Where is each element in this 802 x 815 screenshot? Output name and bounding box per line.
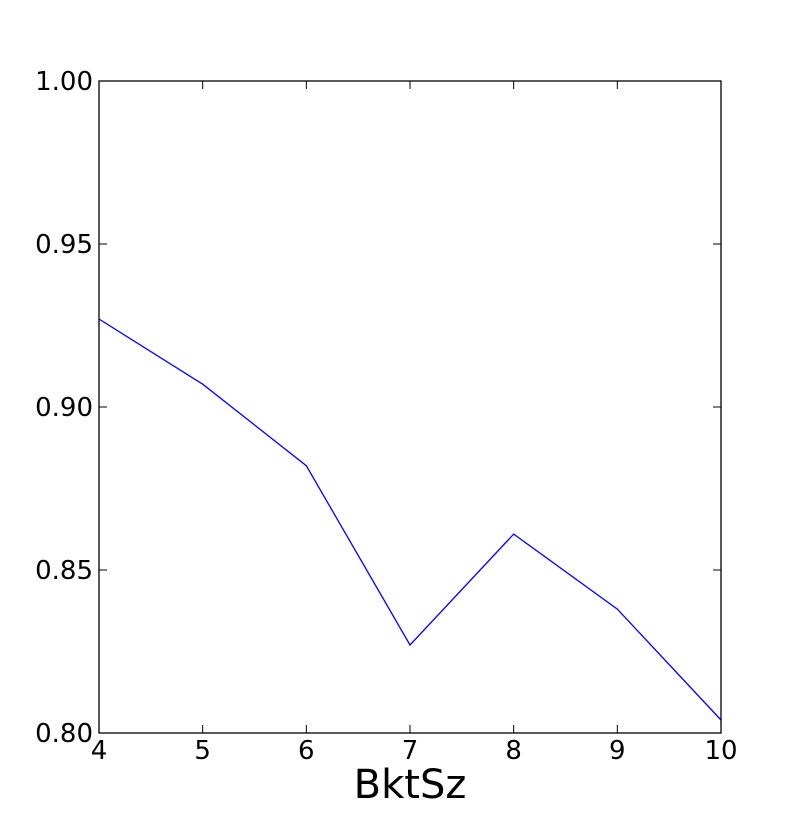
y-tick-label: 0.80: [35, 719, 93, 749]
x-tick-label: 4: [91, 736, 108, 766]
y-tick-label: 0.85: [35, 556, 93, 586]
series-group: [98, 318, 722, 721]
x-tick-label: 9: [609, 736, 626, 766]
x-tick-label: 10: [704, 736, 737, 766]
y-tick-label: 0.95: [35, 230, 93, 260]
series-line: [98, 318, 722, 721]
y-tick-label: 0.90: [35, 393, 93, 423]
x-tick-label: 7: [402, 736, 419, 766]
x-tick-label: 6: [298, 736, 315, 766]
x-tick-label: 5: [194, 736, 211, 766]
x-tick-label: 8: [505, 736, 522, 766]
tick-labels: 4 5 6 7 8 9 10 0.80 0.85 0.90 0.95 1.00: [35, 67, 737, 766]
y-tick-label: 1.00: [35, 67, 93, 97]
plot-frame: [98, 80, 722, 734]
x-axis-title: BktSz: [354, 762, 467, 808]
